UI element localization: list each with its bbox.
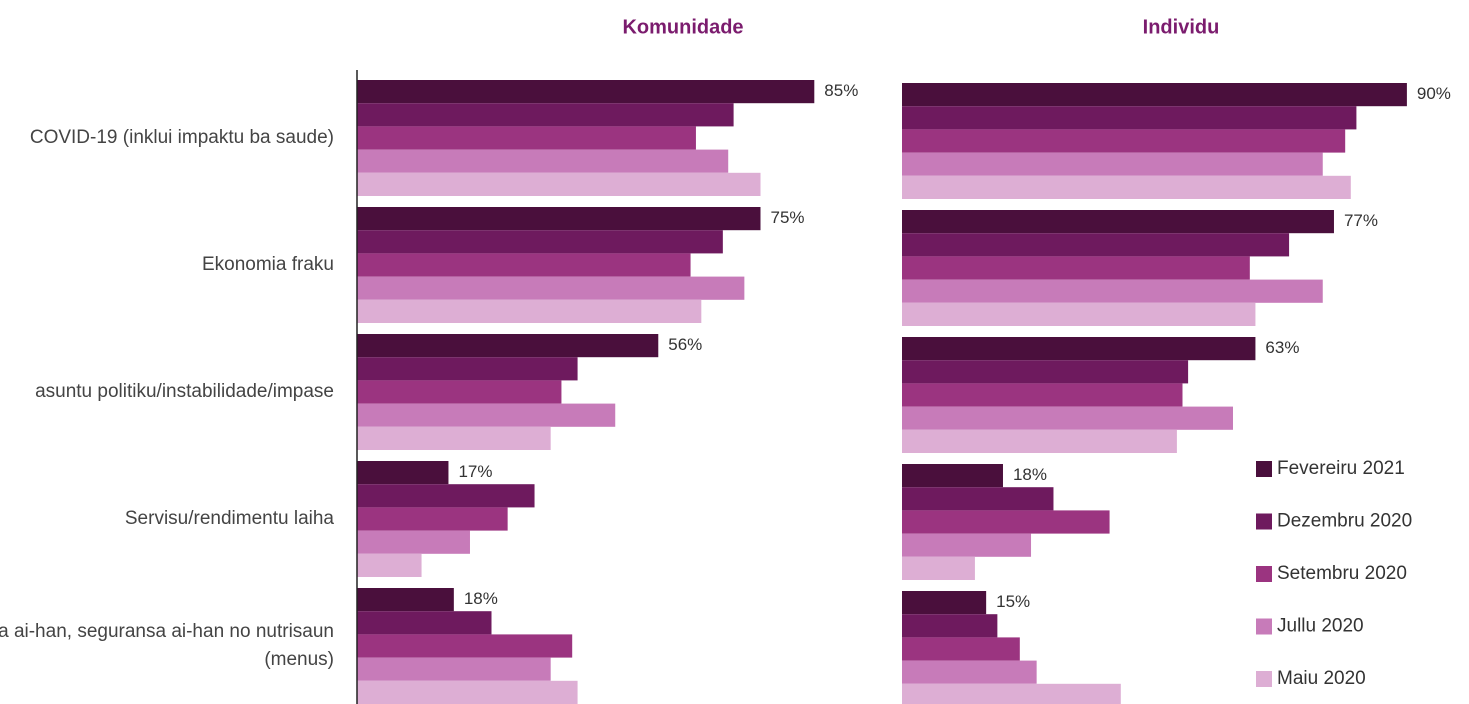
bar — [357, 126, 696, 150]
bar — [902, 233, 1290, 257]
value-label: 18% — [1013, 465, 1047, 484]
legend-swatch — [1256, 461, 1272, 477]
bar — [357, 334, 659, 358]
bar — [902, 106, 1357, 130]
bar — [357, 172, 761, 196]
bar — [357, 634, 573, 658]
bar — [357, 507, 508, 531]
value-label: 77% — [1344, 211, 1378, 230]
bar — [357, 230, 723, 254]
bar — [357, 426, 551, 450]
bar — [357, 484, 535, 508]
panel-title: Komunidade — [622, 16, 743, 38]
bar — [902, 510, 1110, 534]
legend-label: Fevereiru 2021 — [1277, 458, 1405, 479]
bar — [902, 533, 1032, 557]
bar — [357, 680, 578, 704]
legend-swatch — [1256, 513, 1272, 530]
category-label: a ai-han, seguransa ai-han no nutrisaun … — [0, 621, 334, 670]
bar — [357, 207, 761, 231]
legend-swatch — [1256, 566, 1272, 582]
value-label: 85% — [824, 81, 858, 100]
bar — [357, 299, 702, 323]
value-label: 15% — [996, 592, 1030, 611]
bar — [902, 152, 1323, 176]
category-label: Servisu/rendimentu laiha — [124, 508, 334, 529]
bar — [902, 302, 1256, 326]
bar — [902, 175, 1351, 199]
bar — [357, 276, 745, 300]
bar — [902, 129, 1346, 153]
legend-swatch — [1256, 671, 1272, 687]
legend-label: Dezembru 2020 — [1277, 511, 1412, 532]
bar — [357, 253, 691, 277]
bar — [357, 103, 734, 127]
bar — [357, 553, 422, 577]
bar — [902, 637, 1020, 661]
bar — [357, 588, 454, 612]
bar — [902, 660, 1037, 684]
bar — [902, 210, 1334, 234]
bar — [902, 279, 1323, 303]
legend-label: Jullu 2020 — [1277, 616, 1364, 637]
bar — [357, 611, 492, 635]
category-label: asuntu politiku/instabilidade/impase — [35, 381, 334, 402]
bar — [902, 591, 987, 615]
bar — [357, 149, 729, 173]
bar — [902, 556, 975, 580]
bar — [357, 380, 562, 404]
bar — [902, 683, 1121, 704]
value-label: 90% — [1417, 84, 1451, 103]
legend-label: Maiu 2020 — [1277, 668, 1366, 689]
legend-label: Setembru 2020 — [1277, 563, 1407, 584]
category-label: COVID-19 (inklui impaktu ba saude) — [29, 127, 334, 148]
bar — [902, 256, 1250, 280]
bar — [357, 657, 551, 681]
bar — [902, 83, 1407, 107]
panel-title: Individu — [1143, 16, 1220, 38]
bar — [902, 429, 1177, 453]
bar — [902, 406, 1233, 430]
bar — [357, 530, 470, 554]
value-label: 18% — [464, 589, 498, 608]
value-label: 63% — [1265, 338, 1299, 357]
bar — [357, 403, 616, 427]
category-label: Ekonomia fraku — [201, 254, 334, 275]
bar — [902, 360, 1189, 384]
bar — [357, 357, 578, 381]
bar — [902, 614, 998, 638]
bar — [357, 461, 449, 485]
value-label: 75% — [771, 208, 805, 227]
value-label: 17% — [458, 462, 492, 481]
legend-swatch — [1256, 618, 1272, 635]
bar — [902, 383, 1183, 407]
bar — [357, 80, 815, 104]
value-label: 56% — [668, 335, 702, 354]
bar — [902, 464, 1003, 488]
bar — [902, 487, 1054, 511]
bar — [902, 337, 1256, 361]
